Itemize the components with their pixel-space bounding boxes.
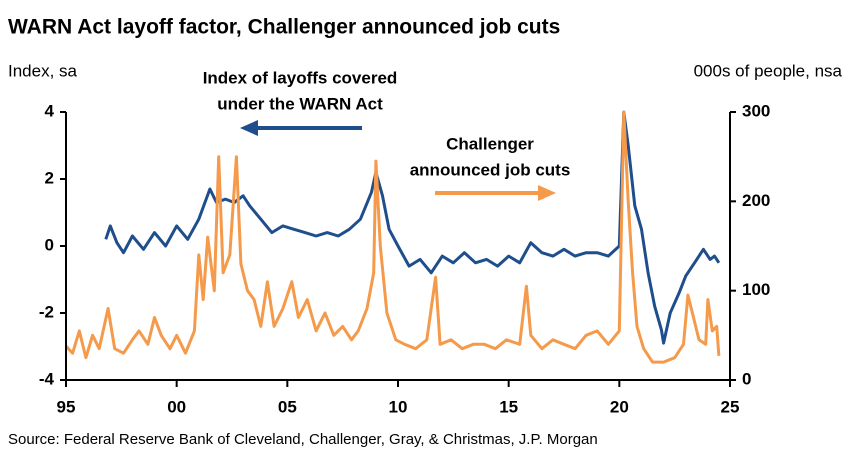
x-tick-label: 00 [167, 397, 186, 416]
y2-axis-label: 000s of people, nsa [694, 61, 843, 80]
y-tick-label: 0 [45, 235, 54, 254]
y-axis-label: Index, sa [8, 61, 78, 80]
annotation: announced job cuts [410, 160, 571, 179]
y-tick-label: 2 [45, 168, 54, 187]
series-line [104, 110, 721, 345]
source: Source: Federal Reserve Bank of Clevelan… [8, 431, 598, 448]
x-tick-label: 15 [499, 397, 518, 416]
y-tick-label: -2 [39, 302, 54, 321]
x-tick-label: 10 [389, 397, 408, 416]
annotation: under the WARN Act [217, 94, 383, 113]
x-tick-label: 20 [610, 397, 629, 416]
x-tick-label: 05 [278, 397, 297, 416]
y-tick-label: -4 [39, 369, 55, 388]
y-tick-label: 4 [45, 101, 55, 120]
x-tick-label: 25 [721, 397, 740, 416]
y2-tick-label: 0 [742, 369, 751, 388]
annotation-arrows [240, 120, 556, 201]
y2-tick-label: 100 [742, 280, 770, 299]
annotation: Index of layoffs covered [203, 68, 398, 87]
arrow-head [538, 185, 556, 201]
y2-tick-label: 300 [742, 101, 770, 120]
x-tick-label: 95 [57, 397, 76, 416]
annotation: Challenger [446, 134, 534, 153]
y2-tick-label: 200 [742, 191, 770, 210]
series-line [64, 110, 721, 364]
arrow-head [240, 120, 258, 136]
chart-title: WARN Act layoff factor, Challenger annou… [8, 16, 560, 39]
